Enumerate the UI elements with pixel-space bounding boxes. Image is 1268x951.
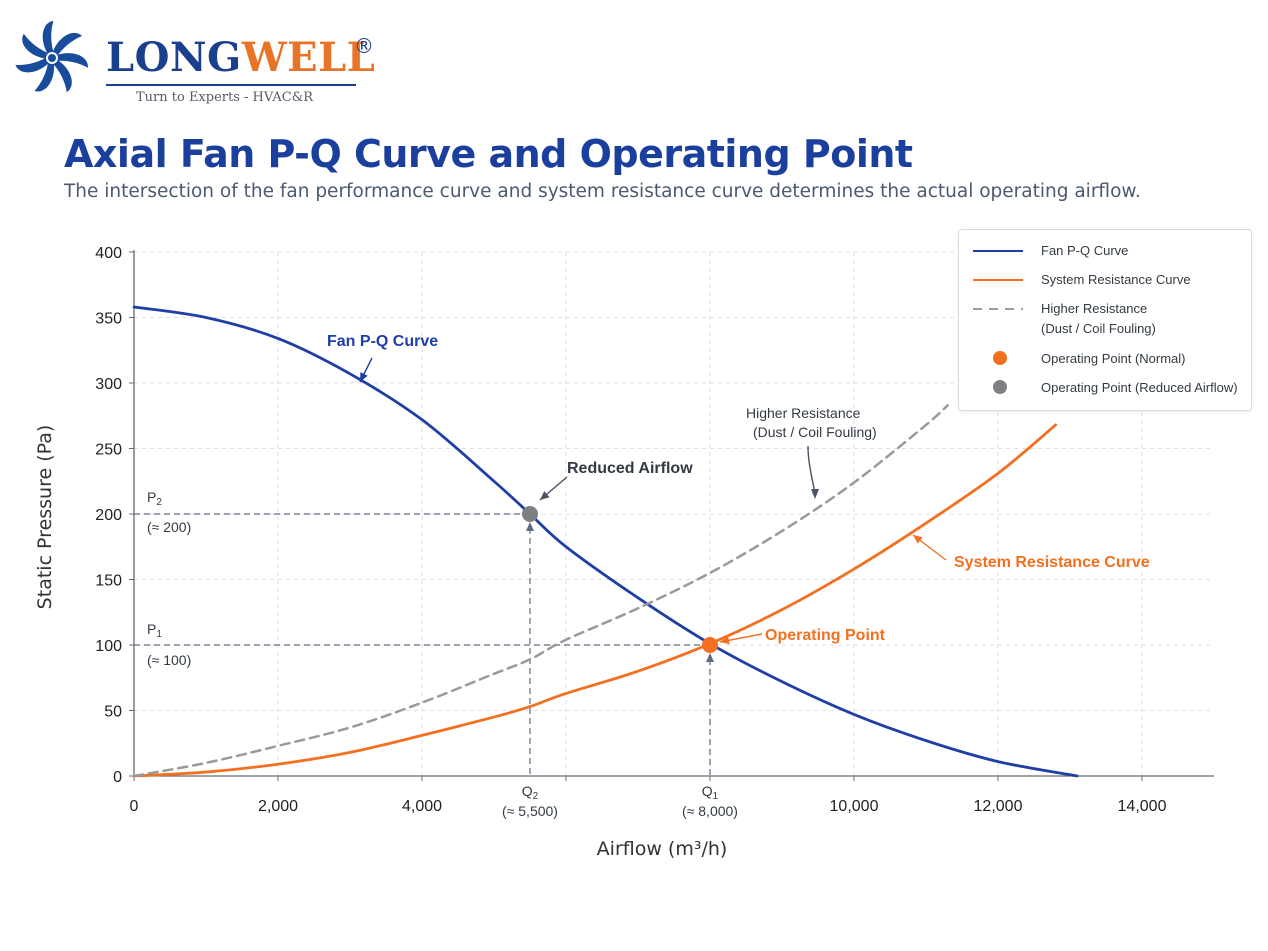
brand-tagline: Turn to Experts - HVAC&R: [136, 90, 314, 105]
annotation-fan-curve: Fan P-Q Curve: [327, 333, 438, 350]
annotation-reduced-airflow: Reduced Airflow: [567, 460, 693, 477]
legend-dot-reduced: [993, 380, 1007, 394]
annotation-higher-resistance: Higher Resistance: [746, 405, 861, 421]
legend-label: Operating Point (Reduced Airflow): [1041, 380, 1238, 395]
legend-line-fan: [973, 250, 1023, 252]
y-tick-label: 400: [95, 245, 122, 262]
operating-points: [522, 506, 718, 653]
annotation-p1: P1: [147, 621, 162, 640]
chart-annotations: Fan P-Q Curve Reduced Airflow Higher Resis…: [147, 333, 1150, 819]
annotation-p2-value: (≈ 200): [147, 519, 191, 535]
fan-pq-curve-line: [132, 305, 1079, 778]
operating-point-reduced: [522, 506, 538, 522]
chart-legend: Fan P-Q Curve System Resistance Curve Hi…: [958, 229, 1252, 411]
x-tick-label: 12,000: [974, 798, 1023, 815]
legend-item-system-curve: System Resistance Curve: [959, 270, 1251, 290]
annotation-arrow-system-head: [913, 535, 923, 544]
brand-name: LONGWELL: [106, 34, 376, 81]
operating-point-normal: [702, 637, 718, 653]
legend-line-system: [973, 279, 1023, 281]
legend-line-higher: [973, 308, 1023, 310]
y-axis-title: Static Pressure (Pa): [34, 425, 56, 610]
annotation-q1: Q1: [702, 783, 719, 802]
annotation-arrow-higher: [807, 445, 816, 494]
y-tick-label: 50: [104, 704, 122, 721]
annotation-operating-point: Operating Point: [765, 627, 886, 644]
annotation-arrow-operating-head: [720, 636, 730, 645]
y-tick-label: 200: [95, 507, 122, 524]
legend-item-higher-resistance: Higher Resistance (Dust / Coil Fouling): [959, 299, 1251, 339]
chart-series: [132, 305, 1079, 778]
legend-label-line2: (Dust / Coil Fouling): [1041, 321, 1156, 336]
x-tick-label: 2,000: [258, 798, 298, 815]
annotation-p1-value: (≈ 100): [147, 652, 191, 668]
logo-divider: [106, 84, 356, 86]
annotation-p2: P2: [147, 489, 162, 508]
fan-logo-icon: [15, 20, 88, 93]
legend-label: System Resistance Curve: [1041, 272, 1191, 287]
legend-item-reduced-point: Operating Point (Reduced Airflow): [959, 378, 1251, 398]
legend-item-fan-curve: Fan P-Q Curve: [959, 241, 1251, 261]
y-tick-label: 100: [95, 638, 122, 655]
legend-label: Higher Resistance: [1041, 301, 1148, 316]
y-tick-label: 150: [95, 573, 122, 590]
system-resistance-curve-line: [132, 423, 1057, 778]
legend-label: Operating Point (Normal): [1041, 351, 1186, 366]
y-tick-label: 300: [95, 376, 122, 393]
legend-item-normal-point: Operating Point (Normal): [959, 349, 1251, 369]
x-tick-label: 4,000: [402, 798, 442, 815]
y-tick-label: 0: [113, 769, 122, 786]
annotation-arrow-reduced-head: [540, 491, 550, 500]
y-tick-label: 350: [95, 311, 122, 328]
page-subtitle: The intersection of the fan performance …: [64, 181, 1141, 202]
annotation-arrow-fan-head: [360, 372, 368, 382]
annotation-q2-value: (≈ 5,500): [502, 803, 558, 819]
y-tick-label: 250: [95, 442, 122, 459]
annotation-system-curve: System Resistance Curve: [954, 554, 1150, 571]
legend-dot-normal: [993, 351, 1007, 365]
page-title: Axial Fan P-Q Curve and Operating Point: [64, 132, 913, 176]
legend-label: Fan P-Q Curve: [1041, 243, 1129, 258]
brand-logo: LONGWELL ® Turn to Experts - HVAC&R: [14, 18, 376, 105]
annotation-q1-value: (≈ 8,000): [682, 803, 738, 819]
higher-resistance-curve-line: [132, 404, 949, 778]
guide-arrow-q1: [706, 653, 714, 662]
chart-axes: 0 50 100 150 200 250 300 350 400 0 2,000 4,000 10,00…: [34, 245, 1214, 860]
x-tick-label: 0: [130, 798, 139, 815]
guide-lines: [134, 513, 714, 776]
annotation-higher-resistance-line2: (Dust / Coil Fouling): [753, 424, 877, 440]
guide-arrow-q2: [526, 522, 534, 531]
annotation-arrow-higher-head: [811, 489, 819, 499]
x-tick-label: 10,000: [830, 798, 879, 815]
x-tick-label: 14,000: [1118, 798, 1167, 815]
x-axis-title: Airflow (m³/h): [597, 838, 728, 860]
registered-mark: ®: [354, 34, 374, 58]
annotation-q2: Q2: [522, 783, 539, 802]
